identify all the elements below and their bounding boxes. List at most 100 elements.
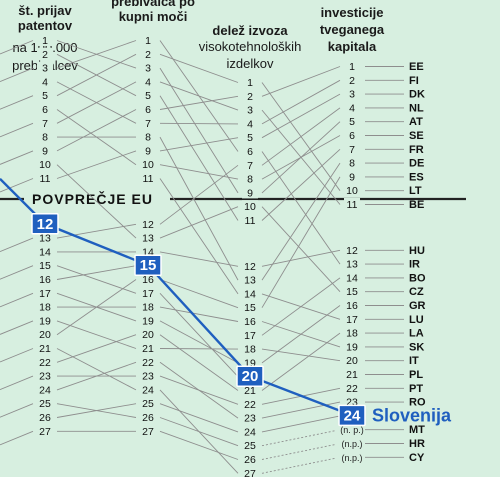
- rank-label-bg: [336, 450, 368, 463]
- rank-label-bg: [140, 103, 156, 115]
- rank-connector: [261, 107, 341, 166]
- rank-label: 18: [346, 328, 358, 340]
- rank-label-bg: [242, 384, 258, 396]
- rank-label-bg: [242, 315, 258, 327]
- eu-average-label-bg: [24, 190, 170, 208]
- rank-connector: [0, 178, 34, 193]
- rank-label: 4: [145, 76, 151, 88]
- rank-label-bg: [37, 342, 53, 354]
- rank-label-bg: [344, 115, 360, 128]
- rank-label-bg: [344, 299, 360, 311]
- rank-label: 9: [247, 187, 253, 199]
- country-label: DE: [409, 158, 424, 170]
- rank-label: 11: [40, 173, 51, 185]
- country-label: HU: [409, 245, 425, 257]
- rank-label-bg: [37, 314, 53, 327]
- column-2-header-line: kupni moči: [119, 9, 188, 24]
- rank-connector: [0, 375, 34, 391]
- rank-label-bg: [140, 89, 156, 102]
- rank-label: 26: [244, 454, 256, 466]
- rank-label: 9: [349, 171, 355, 183]
- rank-label-bg: [37, 355, 53, 368]
- rank-label-bg: [140, 286, 156, 299]
- rank-label: 24: [39, 384, 51, 396]
- rank-connector: [159, 164, 239, 225]
- country-label: ES: [409, 171, 424, 183]
- rank-connector: [261, 277, 341, 336]
- rank-label: 20: [39, 329, 51, 341]
- rank-label: (n.p.): [341, 439, 362, 449]
- rank-label-bg: [344, 73, 360, 86]
- rank-connector: [159, 81, 239, 111]
- rank-connector: [0, 40, 34, 55]
- rank-label-bg: [344, 129, 360, 141]
- rank-label: 3: [247, 105, 253, 117]
- rank-label: 19: [39, 315, 51, 327]
- rank-connector: [56, 265, 137, 294]
- rank-label-bg: [37, 383, 53, 396]
- rank-label-bg: [37, 369, 53, 382]
- rank-label: 25: [244, 440, 256, 452]
- rank-label-bg: [37, 245, 53, 258]
- rank-label-bg: [37, 103, 53, 115]
- rank-connector: [159, 53, 239, 83]
- rank-label: 10: [142, 159, 154, 171]
- rank-label: 23: [142, 371, 154, 383]
- rank-connector: [159, 67, 239, 194]
- country-label: HR: [409, 438, 425, 450]
- rank-label-bg: [37, 424, 53, 437]
- rank-label: 27: [39, 426, 51, 438]
- rank-label-bg: [242, 466, 258, 477]
- rank-label: 1: [349, 61, 355, 73]
- rank-label: 16: [244, 316, 256, 328]
- rank-label-bg: [344, 87, 360, 100]
- rank-label-bg: [37, 300, 53, 313]
- rank-label: 14: [142, 246, 154, 258]
- rank-label: 7: [42, 118, 48, 130]
- rank-connectors: [0, 40, 341, 474]
- rank-connector: [0, 292, 34, 308]
- rank-label-bg: [140, 217, 156, 230]
- rank-label: 12: [244, 261, 256, 273]
- rank-connector: [56, 265, 137, 280]
- rank-label: 18: [142, 302, 154, 314]
- rank-connector: [159, 306, 239, 322]
- rank-label: 5: [42, 90, 48, 102]
- rank-label-bg: [242, 287, 258, 300]
- rank-label-bg: [242, 439, 258, 452]
- rank-connector: [261, 93, 341, 139]
- slovenia-rank-value: 24: [344, 407, 361, 424]
- rank-label: 4: [349, 102, 355, 114]
- rank-label-bg: [344, 354, 360, 367]
- rank-label-bg: [344, 243, 360, 256]
- rank-label-bg: [37, 34, 53, 46]
- rank-label: 23: [346, 397, 358, 409]
- rank-label-bg: [344, 142, 360, 155]
- rank-label-bg: [37, 411, 53, 423]
- rank-label: 25: [142, 398, 154, 410]
- rank-connector: [159, 279, 239, 309]
- country-label: BE: [409, 199, 424, 211]
- rank-label: 16: [39, 274, 51, 286]
- rank-label-bg: [140, 47, 156, 60]
- rank-connector: [56, 81, 137, 124]
- rank-label-bg: [37, 144, 53, 157]
- rank-label: 4: [247, 118, 253, 130]
- rank-label-bg: [344, 326, 360, 339]
- rank-label-bg: [344, 170, 360, 183]
- rank-label-bg: [344, 312, 360, 325]
- rank-connector: [56, 279, 137, 336]
- rank-label-bg: [344, 184, 360, 197]
- rank-connector: [159, 320, 239, 364]
- country-label: GR: [409, 300, 426, 312]
- rank-connector: [56, 53, 137, 97]
- rank-connector: [159, 178, 239, 295]
- rank-label: 10: [39, 159, 51, 171]
- country-label: IR: [409, 259, 420, 271]
- rank-label: 5: [349, 116, 355, 128]
- rank-label-bg: [242, 172, 258, 185]
- rank-label: 6: [247, 146, 253, 158]
- rank-label-bg: [242, 200, 258, 213]
- rank-label: 21: [142, 343, 154, 355]
